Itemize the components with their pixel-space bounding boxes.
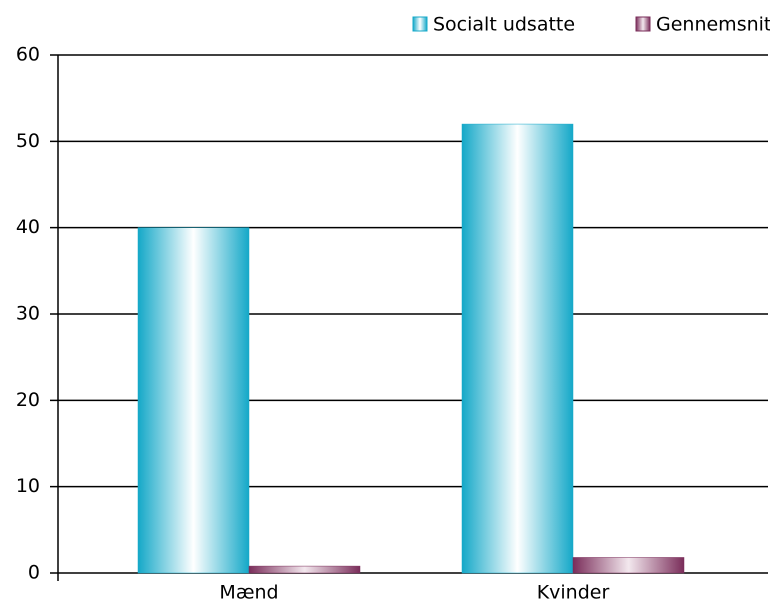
legend-label: Socialt udsatte: [433, 14, 575, 36]
y-tick-label: 10: [16, 475, 40, 497]
y-tick-label: 20: [16, 389, 40, 411]
legend-swatch: [635, 16, 651, 32]
x-tick-label: Mænd: [219, 582, 278, 603]
bar: [572, 557, 685, 574]
y-tick-label: 30: [16, 303, 40, 325]
y-tick-label: 50: [16, 130, 40, 152]
bar: [461, 123, 574, 574]
y-tick-label: 0: [28, 562, 40, 584]
legend-swatch: [412, 16, 428, 32]
legend-label: Gennemsnittet af danskerne: [656, 14, 770, 36]
bar: [137, 227, 250, 574]
x-tick-label: Kvinder: [537, 582, 610, 603]
y-tick-label: 40: [16, 216, 40, 238]
y-tick-label: 60: [16, 44, 40, 66]
bar: [248, 565, 361, 574]
